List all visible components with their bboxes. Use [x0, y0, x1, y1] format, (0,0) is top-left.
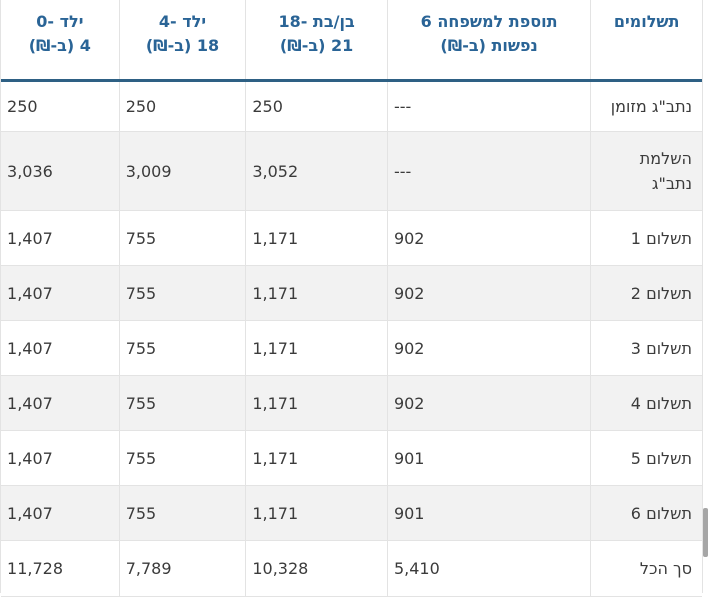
scrollbar-thumb[interactable]	[703, 508, 708, 557]
row-label: תשלום 4	[590, 376, 702, 430]
cell-family-supplement: ---	[386, 82, 590, 131]
cell-teen-18-21: 1,171	[245, 321, 387, 375]
cell-child-0-4: 1,407	[7, 448, 53, 468]
row-label: נתב"ג מזומן	[590, 82, 702, 131]
cell-child-4-18: 755	[118, 211, 246, 265]
cell-family-supplement: ---	[386, 132, 590, 210]
cell-child-0-4: 1,407	[7, 228, 53, 248]
column-header-teen-18-21: בן/בת -18 21 (ב-₪)	[245, 0, 387, 79]
cell-child-0-4: 3,036	[7, 161, 53, 181]
column-header-payments: תשלומים	[590, 0, 702, 79]
cell-child-4-18: 755	[118, 321, 246, 375]
cell-family-supplement: 902	[386, 211, 590, 265]
table-row: תשלום 6 901 1,171 755 1,407	[1, 486, 702, 541]
column-header-family-supplement: תוספת למשפחה 6 נפשות (ב-₪)	[386, 0, 590, 79]
table-row: תשלום 3 902 1,171 755 1,407	[1, 321, 702, 376]
cell-child-0-4: 1,407	[7, 283, 53, 303]
cell-child-4-18: 7,789	[118, 541, 246, 596]
row-label-total: סך הכל	[590, 541, 702, 596]
cell-child-4-18: 755	[118, 376, 246, 430]
cell-teen-18-21: 1,171	[245, 431, 387, 485]
cell-child-4-18: 3,009	[118, 132, 246, 210]
cell-family-supplement: 5,410	[386, 541, 590, 596]
table-row: תשלום 1 902 1,171 755 1,407	[1, 211, 702, 266]
cell-teen-18-21: 3,052	[245, 132, 387, 210]
cell-family-supplement: 901	[386, 431, 590, 485]
table-row: תשלום 5 901 1,171 755 1,407	[1, 431, 702, 486]
column-header-line: נפשות (ב-₪)	[440, 36, 538, 55]
cell-child-0-4: 11,728	[7, 559, 63, 578]
cell-teen-18-21: 1,171	[245, 376, 387, 430]
scrollbar-track	[703, 0, 708, 593]
row-label: השלמת נתב"ג	[590, 132, 702, 210]
column-header-line: ילד -0	[36, 12, 84, 31]
table-row: נתב"ג מזומן --- 250 250 250	[1, 82, 702, 132]
column-header-line: תשלומים	[613, 12, 680, 31]
row-label: תשלום 5	[590, 431, 702, 485]
cell-family-supplement: 902	[386, 321, 590, 375]
table-row: תשלום 2 902 1,171 755 1,407	[1, 266, 702, 321]
cell-child-0-4: 1,407	[7, 393, 53, 413]
row-label: תשלום 6	[590, 486, 702, 540]
cell-teen-18-21: 1,171	[245, 266, 387, 320]
cell-child-4-18: 755	[118, 486, 246, 540]
column-header-line: 4 (ב-₪)	[28, 36, 91, 55]
table-row-total: סך הכל 5,410 10,328 7,789 11,728	[1, 541, 702, 597]
cell-child-0-4: 1,407	[7, 503, 53, 523]
cell-family-supplement: 901	[386, 486, 590, 540]
row-label: תשלום 3	[590, 321, 702, 375]
cell-teen-18-21: 250	[245, 82, 387, 131]
row-label: תשלום 2	[590, 266, 702, 320]
row-label: תשלום 1	[590, 211, 702, 265]
column-header-line: בן/בת -18	[278, 12, 355, 31]
cell-teen-18-21: 1,171	[245, 211, 387, 265]
column-header-line: תוספת למשפחה 6	[420, 12, 558, 31]
table-row: השלמת נתב"ג --- 3,052 3,009 3,036	[1, 132, 702, 211]
column-header-line: 21 (ב-₪)	[279, 36, 354, 55]
cell-child-4-18: 250	[118, 82, 246, 131]
cell-teen-18-21: 1,171	[245, 486, 387, 540]
cell-child-0-4: 250	[7, 97, 38, 116]
column-header-child-0-4: ילד -0 4 (ב-₪)	[1, 0, 119, 79]
cell-family-supplement: 902	[386, 266, 590, 320]
cell-child-0-4: 1,407	[7, 338, 53, 358]
table-row: תשלום 4 902 1,171 755 1,407	[1, 376, 702, 431]
cell-child-4-18: 755	[118, 266, 246, 320]
cell-teen-18-21: 10,328	[245, 541, 387, 596]
table-header-row: תשלומים תוספת למשפחה 6 נפשות (ב-₪) בן/בת…	[1, 0, 702, 82]
column-header-child-4-18: ילד -4 18 (ב-₪)	[118, 0, 246, 79]
cell-child-4-18: 755	[118, 431, 246, 485]
cell-family-supplement: 902	[386, 376, 590, 430]
column-header-line: 18 (ב-₪)	[145, 36, 220, 55]
column-header-line: ילד -4	[158, 12, 207, 31]
